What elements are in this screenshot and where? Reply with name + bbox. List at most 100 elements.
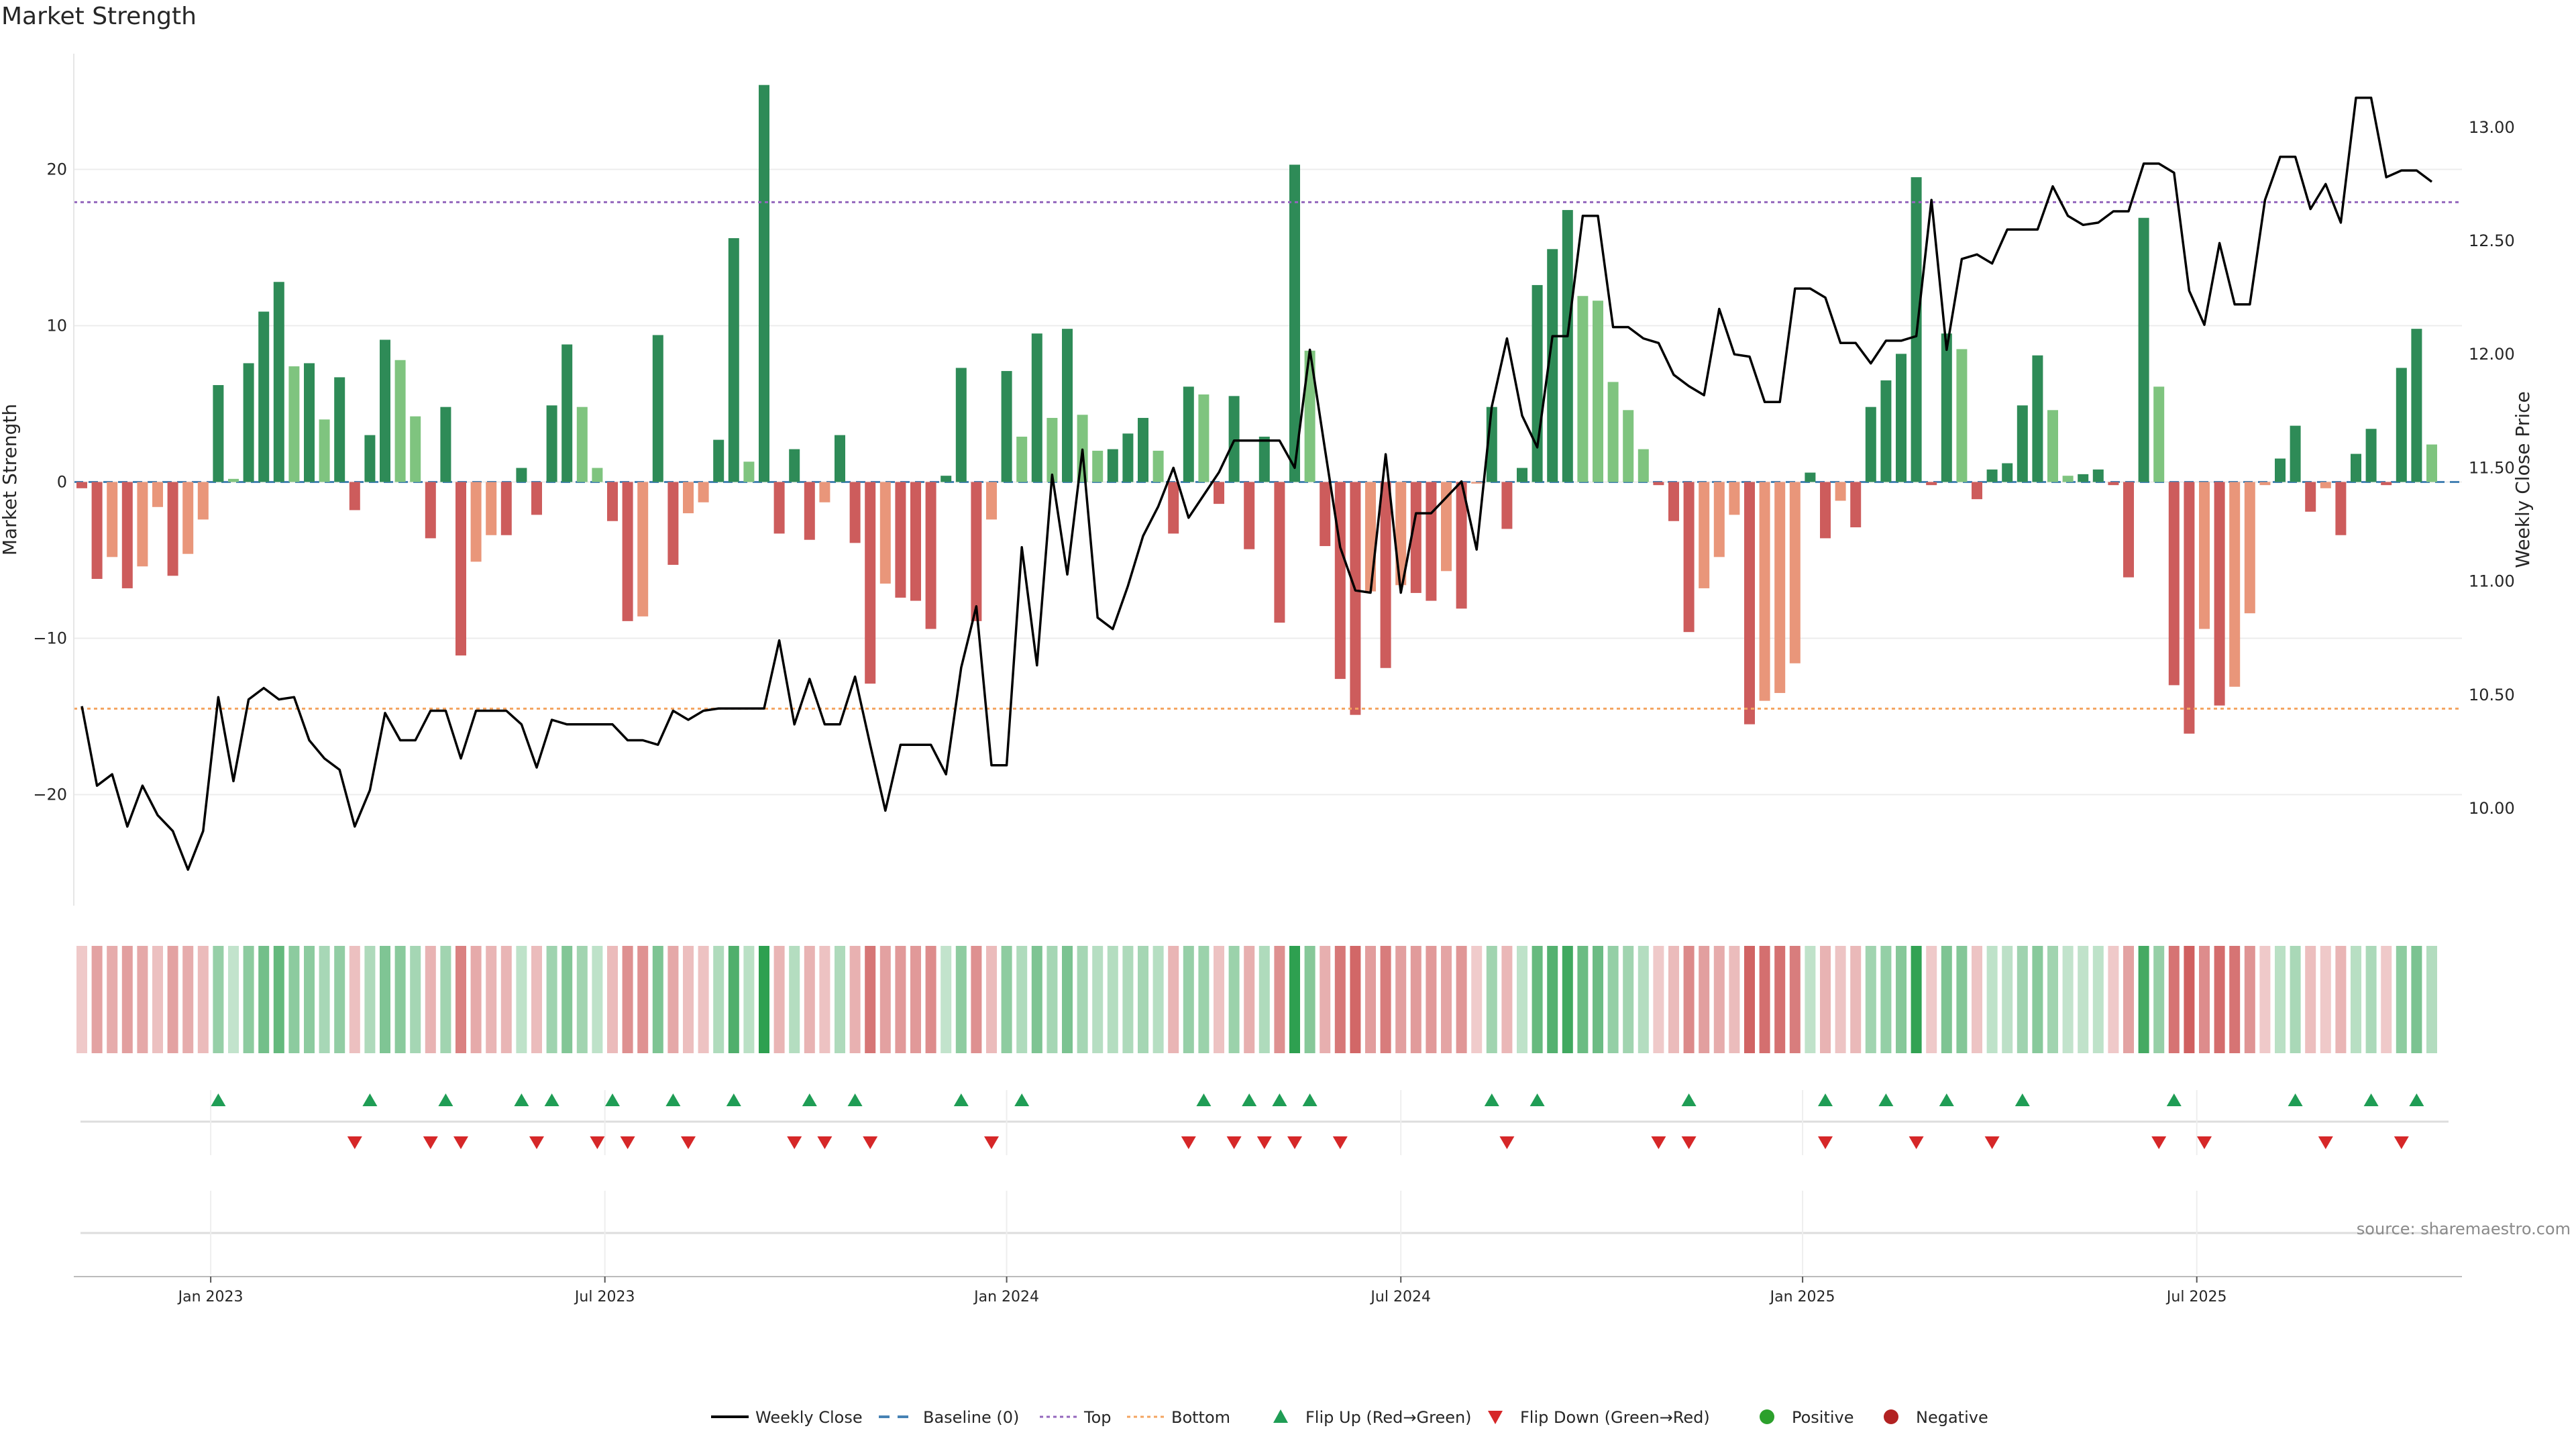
heat-cell xyxy=(1820,946,1831,1053)
strength-bar xyxy=(1122,433,1134,482)
flip-down-marker xyxy=(1287,1136,1302,1149)
legend-item: Top xyxy=(1040,1408,1112,1427)
heat-cell xyxy=(455,946,466,1053)
heat-cell xyxy=(394,946,406,1053)
strength-bar xyxy=(152,482,163,507)
legend-item: Positive xyxy=(1760,1408,1854,1427)
heat-cell xyxy=(197,946,209,1053)
strength-bar xyxy=(592,468,603,482)
heat-cell xyxy=(486,946,497,1053)
strength-bar xyxy=(1107,449,1118,482)
strength-bar xyxy=(1214,482,1224,504)
heat-cell xyxy=(364,946,376,1053)
strength-bar xyxy=(2092,469,2104,482)
y-tick-label: −10 xyxy=(33,629,67,648)
strength-bar xyxy=(288,366,300,482)
flip-down-marker xyxy=(1226,1136,1242,1149)
strength-bar xyxy=(76,482,87,488)
flip-down-marker xyxy=(423,1136,438,1149)
flip-up-marker xyxy=(514,1093,529,1106)
strength-bar xyxy=(2229,482,2241,687)
flip-down-marker xyxy=(590,1136,605,1149)
flip-down-marker xyxy=(1332,1136,1348,1149)
strength-bar xyxy=(486,482,497,535)
heat-cell xyxy=(1122,946,1134,1053)
legend-label: Weekly Close xyxy=(755,1408,863,1427)
heat-cell xyxy=(1774,946,1786,1053)
strength-bar xyxy=(713,439,724,482)
flip-up-marker xyxy=(2288,1093,2303,1106)
strength-bar xyxy=(1532,284,1543,482)
flip-up-marker xyxy=(1242,1093,1257,1106)
legend-item: Flip Down (Green→Red) xyxy=(1488,1408,1710,1427)
heat-cell xyxy=(1471,946,1483,1053)
strength-bar xyxy=(1926,482,1937,486)
flip-up-marker xyxy=(362,1093,378,1106)
heat-cell xyxy=(1744,946,1755,1053)
heat-cell xyxy=(1001,946,1012,1053)
flip-up-marker xyxy=(1878,1093,1894,1106)
heat-cell xyxy=(2259,946,2271,1053)
heat-cell xyxy=(516,946,527,1053)
heat-cell xyxy=(258,946,270,1053)
y-tick-label: −20 xyxy=(33,786,67,804)
y-axis-left: −20 −10 0 10 20 xyxy=(33,54,74,906)
heat-cell xyxy=(1668,946,1679,1053)
heat-cell xyxy=(546,946,557,1053)
weekly-close-line xyxy=(80,97,2433,871)
heat-cell xyxy=(319,946,330,1053)
strength-bar xyxy=(1046,417,1058,482)
strength-bar xyxy=(2153,386,2165,482)
legend-label: Flip Down (Green→Red) xyxy=(1520,1408,1710,1427)
price-line-layer xyxy=(80,97,2433,871)
strength-bar xyxy=(364,435,376,482)
heat-cell xyxy=(925,946,936,1053)
strength-bar xyxy=(394,360,406,482)
heat-cell xyxy=(2426,946,2437,1053)
flip-up-marker xyxy=(1939,1093,1954,1106)
flip-up-marker xyxy=(438,1093,453,1106)
strength-bar xyxy=(1699,482,1710,588)
chart-title: Market Strength xyxy=(1,3,197,30)
flip-down-marker xyxy=(863,1136,878,1149)
strength-bar xyxy=(425,482,436,539)
heat-cell xyxy=(652,946,663,1053)
heat-cell xyxy=(2320,946,2331,1053)
flip-markers xyxy=(80,1090,2449,1275)
heat-cell xyxy=(607,946,618,1053)
heat-cell xyxy=(1395,946,1407,1053)
strength-bar xyxy=(1304,350,1316,482)
heat-cell xyxy=(1456,946,1467,1053)
flip-down-marker xyxy=(787,1136,802,1149)
heat-cell xyxy=(2244,946,2255,1053)
heat-cell xyxy=(849,946,861,1053)
strength-bar xyxy=(2244,482,2255,614)
legend-swatch-flip-up xyxy=(1273,1409,1288,1423)
heat-cell xyxy=(1865,946,1876,1053)
heat-cell xyxy=(2062,946,2074,1053)
heat-cell xyxy=(1062,946,1073,1053)
heat-cell xyxy=(879,946,891,1053)
heat-cell xyxy=(865,946,876,1053)
strength-bar xyxy=(380,339,390,482)
heat-cell xyxy=(637,946,649,1053)
y-axis-right: 10.00 10.50 11.00 11.50 12.00 12.50 13.00 xyxy=(2469,118,2515,818)
heat-cell xyxy=(1244,946,1255,1053)
strength-bar xyxy=(1638,449,1649,482)
heat-cell xyxy=(273,946,284,1053)
strength-bar xyxy=(1244,482,1255,549)
strength-bar xyxy=(1956,349,1968,482)
heat-cell xyxy=(182,946,194,1053)
heat-cell xyxy=(1046,946,1058,1053)
strength-bar xyxy=(1016,436,1028,482)
heat-cell xyxy=(789,946,800,1053)
strength-bar xyxy=(2002,463,2013,482)
strength-bar xyxy=(1668,482,1679,521)
flip-down-marker xyxy=(1909,1136,1924,1149)
heat-cell xyxy=(1593,946,1603,1053)
strength-bar xyxy=(2047,410,2058,482)
strength-bar xyxy=(410,416,421,482)
strength-bar xyxy=(1031,333,1042,482)
heat-cell xyxy=(1426,946,1437,1053)
heat-cell xyxy=(91,946,103,1053)
